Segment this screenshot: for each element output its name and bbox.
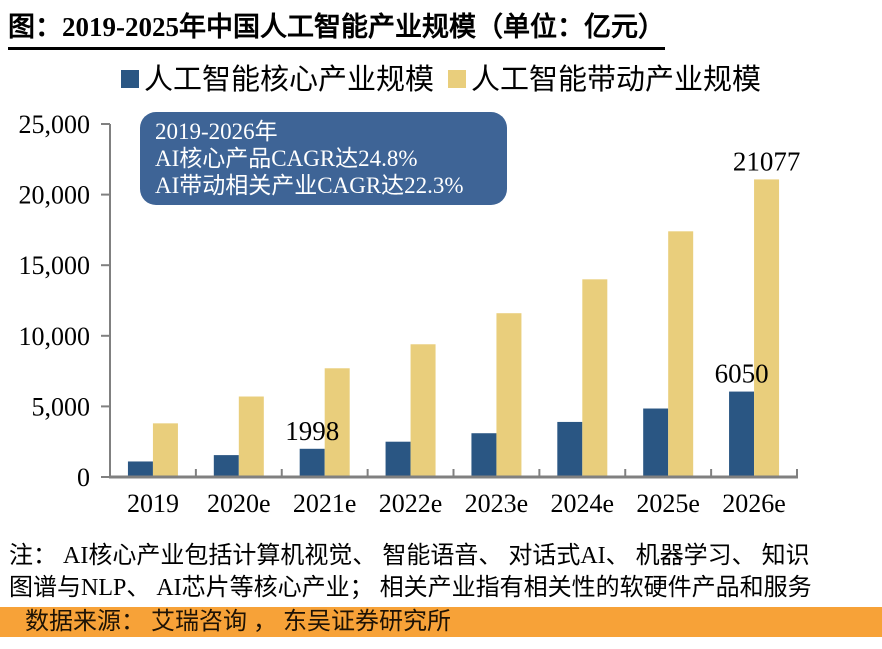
x-tick-label: 2026e	[722, 489, 786, 518]
legend-label-core: 人工智能核心产业规模	[143, 64, 434, 96]
bar-driven-2024e	[582, 279, 608, 477]
bar-driven-2020e	[238, 396, 264, 477]
value-label-6050: 6050	[715, 359, 769, 389]
bar-driven-2019	[152, 423, 178, 477]
bar-driven-2022e	[410, 344, 436, 477]
bar-core-2022e	[385, 441, 411, 477]
legend-item-driven: 人工智能带动产业规模	[448, 56, 761, 98]
y-tick-label: 5,000	[32, 392, 91, 421]
footnote-line-2: 图谱与NLP、 AI芯片等核心产业； 相关产业指有相关性的软硬件产品和服务	[9, 575, 812, 601]
bar-core-2026e	[729, 391, 755, 477]
x-tick-label: 2019	[127, 489, 179, 518]
cagr-annotation-box: 2019-2026年 AI核心产品CAGR达24.8% AI带动相关产业CAGR…	[140, 112, 507, 205]
bar-core-2021e	[299, 448, 325, 477]
footnote: 注： AI核心产业包括计算机视觉、 智能语音、 对话式AI、 机器学习、 知识 …	[9, 540, 879, 604]
bar-driven-2026e	[754, 179, 780, 477]
x-tick-label: 2024e	[551, 489, 615, 518]
bar-driven-2023e	[496, 313, 522, 477]
legend-swatch-driven-icon	[448, 69, 466, 88]
y-tick-label: 10,000	[19, 322, 91, 351]
legend: 人工智能核心产业规模 人工智能带动产业规模	[0, 56, 882, 98]
x-tick-label: 2025e	[636, 489, 700, 518]
bar-core-2023e	[471, 433, 497, 477]
annotation-line-3: AI带动相关产业CAGR达22.3%	[155, 173, 464, 198]
x-tick-label: 2021e	[293, 489, 357, 518]
data-source-bar: 数据来源： 艾瑞咨询 ， 东吴证券研究所	[0, 607, 882, 637]
bar-core-2020e	[213, 455, 239, 477]
y-tick-label: 20,000	[19, 181, 91, 210]
x-tick-label: 2020e	[207, 489, 271, 518]
footnote-line-1: 注： AI核心产业包括计算机视觉、 智能语音、 对话式AI、 机器学习、 知识	[9, 543, 810, 569]
legend-label-driven: 人工智能带动产业规模	[471, 64, 762, 96]
data-source-text: 数据来源： 艾瑞咨询 ， 东吴证券研究所	[25, 609, 451, 635]
y-tick-label: 0	[77, 463, 90, 492]
x-tick-label: 2022e	[379, 489, 443, 518]
y-tick-label: 15,000	[19, 251, 91, 280]
bar-core-2024e	[557, 421, 583, 477]
bar-core-2019	[127, 461, 153, 477]
x-tick-label: 2023e	[465, 489, 529, 518]
bar-chart: 0 5,000 10,000 15,000 20,000 25,000 2019 2020e 2…	[19, 110, 801, 518]
bar-core-2025e	[643, 408, 669, 477]
bar-driven-2021e	[324, 368, 350, 477]
y-tick-label: 25,000	[19, 110, 91, 139]
chart-title: 图：2019-2025年中国人工智能产业规模（单位：亿元）	[8, 5, 665, 50]
annotation-line-1: 2019-2026年	[155, 119, 278, 144]
value-label-21077: 21077	[733, 146, 801, 176]
bar-driven-2025e	[668, 231, 694, 477]
annotation-line-2: AI核心产品CAGR达24.8%	[155, 146, 418, 171]
legend-swatch-core-icon	[120, 69, 139, 88]
legend-item-core: 人工智能核心产业规模	[120, 56, 434, 98]
value-label-1998: 1998	[285, 416, 339, 446]
